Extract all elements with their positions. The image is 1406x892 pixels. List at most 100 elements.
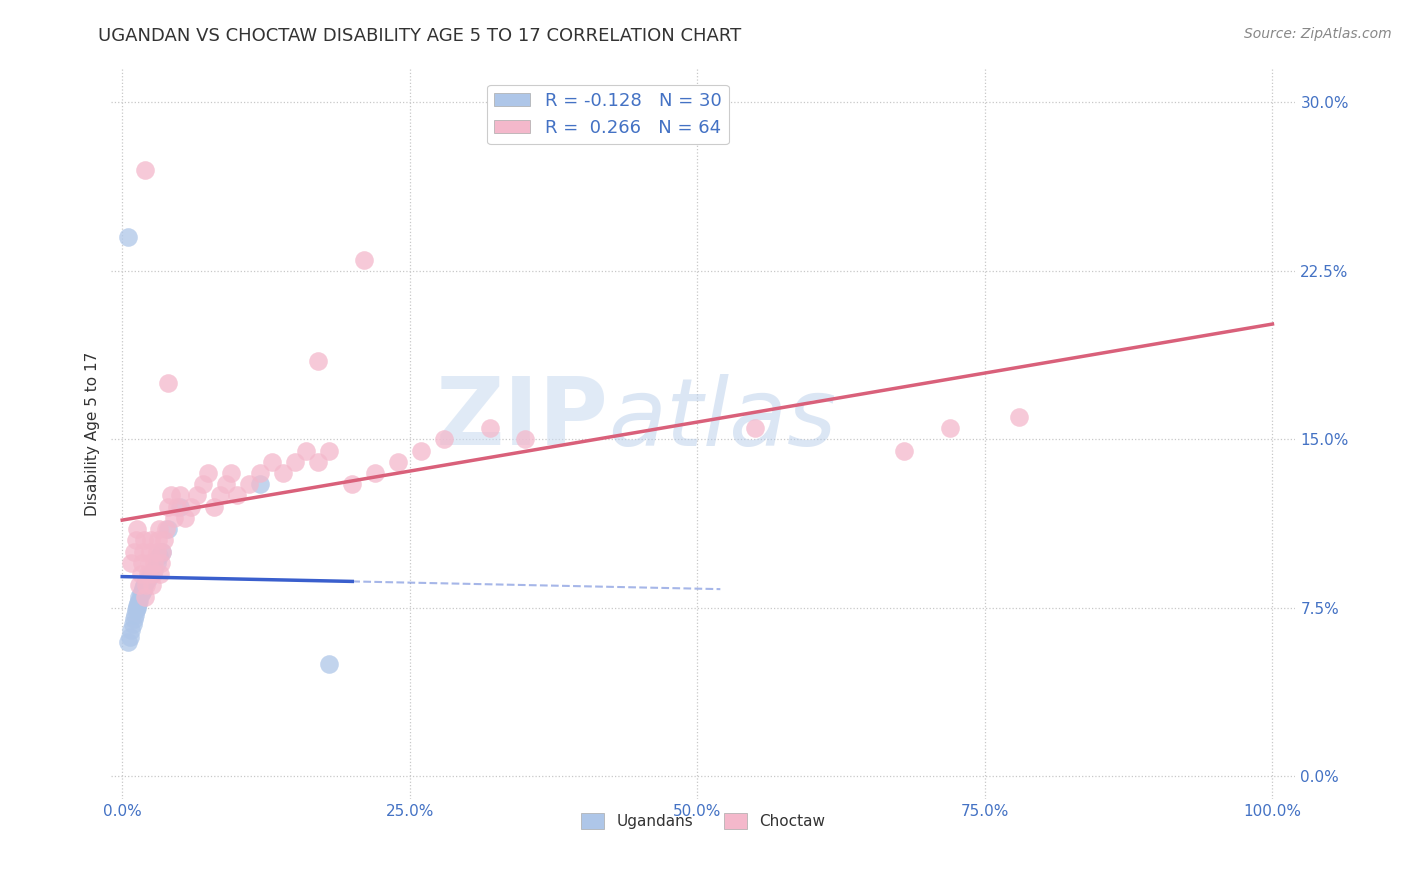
Point [132,533,155,548]
Point [238,477,260,491]
Point [136,572,159,586]
Point [271,466,294,480]
Text: Source: ZipAtlas.com: Source: ZipAtlas.com [1244,27,1392,41]
Point [127,596,149,610]
Point [139,544,162,558]
Point [939,421,962,435]
Point [127,599,149,613]
Point [157,376,180,391]
Point [1008,409,1031,424]
Point [215,477,238,491]
Point [169,488,191,502]
Point [135,578,157,592]
Point [135,574,157,588]
Point [148,549,170,563]
Point [249,466,271,480]
Point [186,488,208,502]
Point [125,533,148,548]
Point [120,624,142,638]
Point [143,563,166,577]
Point [318,657,340,671]
Point [136,567,159,582]
Point [152,544,174,558]
Text: atlas: atlas [609,374,837,465]
Y-axis label: Disability Age 5 to 17: Disability Age 5 to 17 [86,351,100,516]
Point [307,353,329,368]
Point [145,544,167,558]
Point [125,603,148,617]
Point [180,500,202,514]
Point [411,443,433,458]
Point [197,466,219,480]
Point [122,544,145,558]
Point [150,556,173,570]
Point [127,522,149,536]
Point [152,533,174,548]
Point [138,556,160,570]
Point [117,634,139,648]
Point [134,590,156,604]
Point [121,616,143,631]
Point [479,421,502,435]
Point [128,590,150,604]
Text: ZIP: ZIP [436,373,609,465]
Point [433,432,456,446]
Point [744,421,766,435]
Point [145,556,167,570]
Point [159,488,181,502]
Point [295,443,318,458]
Point [134,162,156,177]
Point [143,556,166,570]
Point [166,500,188,514]
Point [141,578,163,592]
Point [132,544,155,558]
Point [120,630,142,644]
Point [132,578,155,592]
Point [117,230,139,244]
Point [132,582,155,597]
Point [513,432,536,446]
Point [221,466,243,480]
Point [174,511,197,525]
Point [128,578,150,592]
Point [163,511,186,525]
Point [893,443,915,458]
Point [191,477,214,491]
Legend: Ugandans, Choctaw: Ugandans, Choctaw [575,806,831,835]
Point [131,585,153,599]
Point [128,594,150,608]
Point [129,567,152,582]
Point [249,477,271,491]
Point [132,581,155,595]
Point [226,488,249,502]
Point [139,533,162,548]
Point [307,455,329,469]
Point [157,522,180,536]
Text: UGANDAN VS CHOCTAW DISABILITY AGE 5 TO 17 CORRELATION CHART: UGANDAN VS CHOCTAW DISABILITY AGE 5 TO 1… [98,27,742,45]
Point [131,556,153,570]
Point [127,600,149,615]
Point [353,252,375,267]
Point [129,587,152,601]
Point [122,612,145,626]
Point [152,544,174,558]
Point [120,556,142,570]
Point [134,576,156,591]
Point [139,567,162,582]
Point [284,455,307,469]
Point [146,533,169,548]
Point [318,443,340,458]
Point [148,522,170,536]
Point [260,455,283,469]
Point [342,477,364,491]
Point [202,500,225,514]
Point [364,466,387,480]
Point [142,567,165,582]
Point [208,488,231,502]
Point [157,500,180,514]
Point [169,500,191,514]
Point [387,455,409,469]
Point [149,567,172,582]
Point [124,607,146,622]
Point [155,522,177,536]
